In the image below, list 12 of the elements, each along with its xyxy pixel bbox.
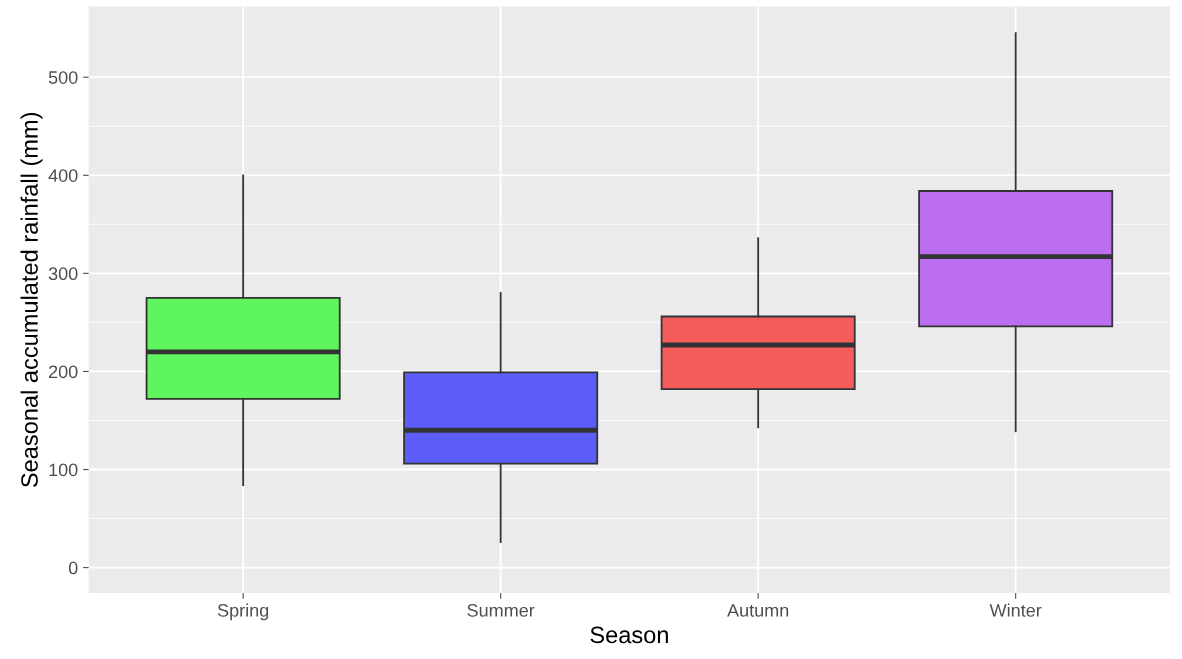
x-tick-label: Spring (217, 603, 269, 621)
y-tick-label: 200 (49, 365, 78, 379)
y-axis-title: Seasonal accumulated rainfall (mm) (20, 112, 43, 488)
y-tick-label: 500 (48, 71, 78, 84)
x-tick-label: Autumn (727, 604, 789, 617)
x-tick-label: Winter (989, 603, 1042, 617)
y-tick-label: 0 (68, 561, 78, 575)
y-tick-label: 300 (48, 267, 78, 281)
x-tick-label: Summer (467, 603, 535, 617)
y-tick-label: 100 (49, 463, 78, 477)
x-axis-title: Season (590, 626, 668, 644)
y-tick-label: 400 (48, 169, 78, 183)
